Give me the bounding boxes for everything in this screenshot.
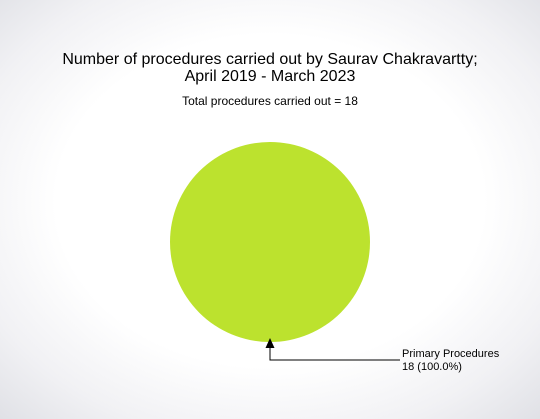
leader-arrowhead [265,338,275,348]
pie-slice-0 [170,142,370,342]
pie-slices [170,142,370,342]
leader-line [269,346,400,361]
slice-leader [265,338,400,361]
chart-title-line-2: April 2019 - March 2023 [184,68,356,85]
chart-title: Number of procedures carried out by Saur… [0,51,540,85]
slice-name-label: Primary Procedures [402,348,500,360]
slice-value-label: 18 (100.0%) [402,361,462,373]
chart-subtitle: Total procedures carried out = 18 [182,94,358,108]
chart-title-line-1: Number of procedures carried out by Saur… [62,51,478,68]
